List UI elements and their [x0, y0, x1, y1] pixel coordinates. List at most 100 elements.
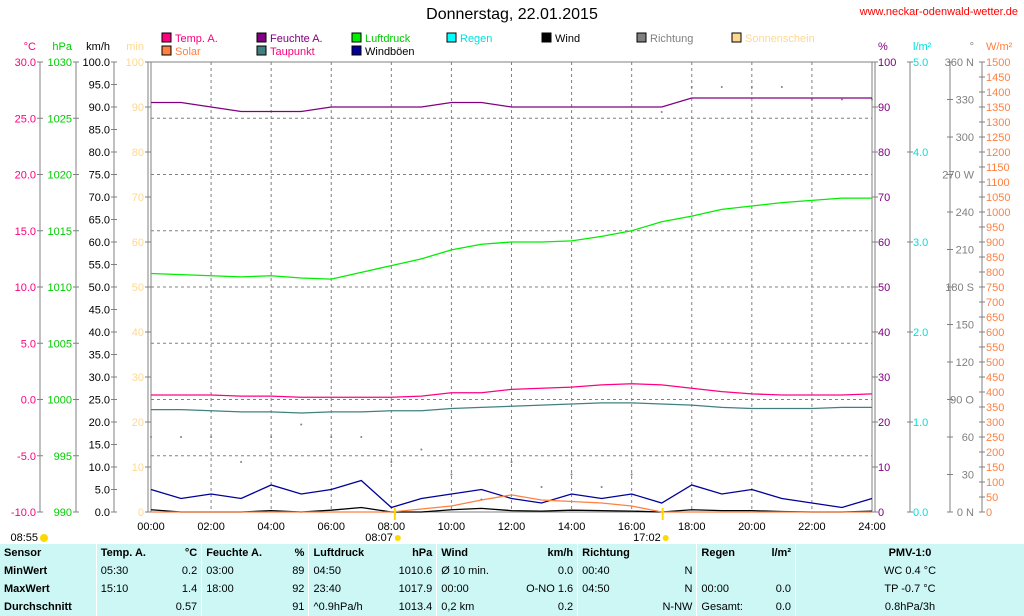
axis-unit-pressure: hPa [52, 41, 72, 53]
axis-tick-label-humidity: 90 [878, 102, 890, 114]
axis-tick-label-solar: 150 [986, 462, 1004, 474]
legend-swatch [162, 46, 171, 55]
stats-cell: 91 [283, 598, 309, 616]
stats-cell: 1.4 [164, 580, 202, 598]
axis-tick-label-solar: 1100 [986, 177, 1010, 189]
axis-tick-label-speed: 65.0 [89, 215, 110, 227]
axis-tick-label-minutes: 80 [132, 147, 144, 159]
axis-tick-label-solar: 600 [986, 327, 1004, 339]
stats-cell: 0.2 [164, 562, 202, 580]
stats-cell: 23:40 [309, 580, 384, 598]
axis-tick-label-solar: 550 [986, 342, 1004, 354]
stats-cell: Gesamt: [697, 598, 760, 616]
axis-tick-label-minutes: 60 [132, 237, 144, 249]
stats-cell: N-NW [648, 598, 696, 616]
legend-swatch [257, 46, 266, 55]
stats-cell: ^0.9hPa/h [309, 598, 384, 616]
axis-tick-label-speed: 50.0 [89, 282, 110, 294]
axis-tick-label-solar: 1500 [986, 57, 1010, 69]
axis-tick-label-speed: 100.0 [82, 57, 110, 69]
x-tick-label: 06:00 [317, 521, 345, 533]
sunset-time: 17:02 [633, 532, 661, 544]
series-point-Richtung [721, 86, 723, 88]
legend-item: Wind [542, 33, 580, 45]
axis-tick-label-speed: 30.0 [89, 372, 110, 384]
stats-cell [648, 544, 696, 562]
axis-tick-label-speed: 45.0 [89, 305, 110, 317]
stats-cell: 89 [283, 562, 309, 580]
axis-tick-label-humidity: 30 [878, 372, 890, 384]
stats-cell [697, 562, 760, 580]
axis-tick-label-solar: 500 [986, 357, 1004, 369]
series-point-Richtung [450, 474, 452, 476]
axis-tick-label-temp: 10.0 [15, 282, 36, 294]
axis-tick-label-rain: 4.0 [913, 147, 928, 159]
axis-tick-label-speed: 75.0 [89, 170, 110, 182]
stats-cell [760, 562, 795, 580]
stats-cell: Feuchte A. [202, 544, 283, 562]
series-point-Richtung [811, 99, 813, 101]
stats-cell: Durchschnitt [0, 598, 96, 616]
legend-item: Regen [447, 33, 492, 45]
axis-tick-label-direction: 60 [962, 432, 974, 444]
stats-cell: 05:30 [96, 562, 164, 580]
stats-cell: 0.0 [760, 598, 795, 616]
legend-item: Luftdruck [352, 33, 411, 45]
stats-cell: Ø 10 min. [437, 562, 508, 580]
axis-tick-label-direction: 150 [956, 320, 974, 332]
stats-cell: 1017.9 [384, 580, 437, 598]
axis-tick-label-speed: 5.0 [95, 485, 110, 497]
axis-tick-label-solar: 750 [986, 282, 1004, 294]
legend-label: Wind [555, 33, 580, 45]
series-point-Richtung [150, 436, 152, 438]
axis-tick-label-minutes: 40 [132, 327, 144, 339]
x-tick-label: 14:00 [558, 521, 586, 533]
legend-item: Sonnenschein [732, 33, 815, 45]
axis-tick-label-humidity: 100 [878, 57, 896, 69]
series-point-Richtung [180, 436, 182, 438]
axis-tick-label-temp: 20.0 [15, 170, 36, 182]
sun-icon [40, 534, 48, 542]
stats-cell: 0.0 [760, 580, 795, 598]
axis-tick-label-speed: 10.0 [89, 462, 110, 474]
series-point-Richtung [330, 436, 332, 438]
stats-cell: TP -0.7 °C [796, 580, 1024, 598]
legend-label: Windböen [365, 46, 415, 58]
stats-cell: Wind [437, 544, 508, 562]
legend-item: Richtung [637, 33, 693, 45]
axis-tick-label-speed: 0.0 [95, 507, 110, 519]
series-point-Richtung [270, 436, 272, 438]
axis-tick-label-minutes: 70 [132, 192, 144, 204]
axis-unit-humidity: % [878, 41, 888, 53]
stats-cell: 04:50 [309, 562, 384, 580]
axis-tick-label-solar: 1000 [986, 207, 1010, 219]
axis-tick-label-solar: 650 [986, 312, 1004, 324]
axis-tick-label-rain: 0.0 [913, 507, 928, 519]
stats-cell: % [283, 544, 309, 562]
series-point-Richtung [751, 86, 753, 88]
stats-cell: WC 0.4 °C [796, 562, 1024, 580]
axis-tick-label-minutes: 90 [132, 102, 144, 114]
legend-item: Feuchte A. [257, 33, 323, 45]
x-tick-label: 24:00 [858, 521, 886, 533]
sunrise-sun-icon [395, 535, 401, 541]
stats-cell: 00:00 [437, 580, 508, 598]
axis-tick-label-humidity: 0 [878, 507, 884, 519]
stats-cell [96, 598, 164, 616]
axis-tick-label-speed: 40.0 [89, 327, 110, 339]
axis-tick-label-temp: 15.0 [15, 226, 36, 238]
axis-tick-label-pressure: 1025 [48, 113, 72, 125]
stats-cell: Luftdruck [309, 544, 384, 562]
axis-tick-label-pressure: 1010 [48, 282, 72, 294]
axis-tick-label-solar: 100 [986, 477, 1004, 489]
series-point-Richtung [661, 111, 663, 113]
stats-cell [202, 598, 283, 616]
stats-cell: 18:00 [202, 580, 283, 598]
axis-tick-label-rain: 5.0 [913, 57, 928, 69]
stats-cell: l/m² [760, 544, 795, 562]
stats-cell: 0.2 [508, 598, 578, 616]
axis-tick-label-humidity: 50 [878, 282, 890, 294]
x-tick-label: 04:00 [257, 521, 285, 533]
axis-tick-label-rain: 3.0 [913, 237, 928, 249]
